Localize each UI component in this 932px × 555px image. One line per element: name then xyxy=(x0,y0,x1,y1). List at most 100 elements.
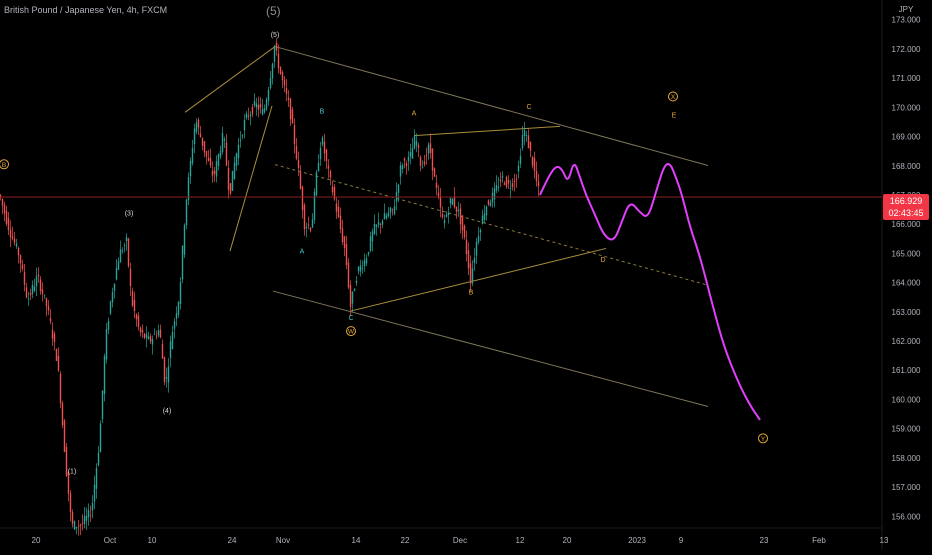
candle xyxy=(79,523,82,536)
candle xyxy=(65,443,68,477)
projection-path[interactable] xyxy=(539,163,761,421)
candle xyxy=(527,128,530,149)
candle xyxy=(165,367,168,388)
candle xyxy=(97,445,100,467)
candle xyxy=(127,237,130,269)
candle xyxy=(381,219,384,229)
candle xyxy=(447,206,450,224)
candle xyxy=(361,260,364,274)
trend-line[interactable] xyxy=(272,290,709,407)
candle xyxy=(283,75,286,92)
time-tick-label: 20 xyxy=(563,536,572,545)
wave-label: B xyxy=(320,109,325,116)
candle xyxy=(469,255,472,292)
candle xyxy=(229,182,232,196)
price-tick-label: 166.000 xyxy=(892,220,921,229)
candle xyxy=(363,253,366,272)
candle xyxy=(191,139,194,166)
price-tick-label: 171.000 xyxy=(892,74,921,83)
candle xyxy=(55,348,58,362)
candle xyxy=(321,135,324,147)
trend-line[interactable] xyxy=(229,105,273,252)
candle xyxy=(337,199,340,219)
candle xyxy=(453,187,456,209)
candle xyxy=(413,129,416,150)
candle xyxy=(199,125,202,138)
candle xyxy=(159,324,162,339)
candle xyxy=(179,277,182,310)
candle xyxy=(371,228,374,252)
trend-line[interactable] xyxy=(350,247,607,312)
candle xyxy=(307,216,310,230)
trend-line[interactable] xyxy=(413,125,561,137)
time-tick-label: 10 xyxy=(148,536,157,545)
candle xyxy=(343,235,346,257)
wave-label-circle xyxy=(346,326,356,337)
candle xyxy=(285,79,288,102)
candle xyxy=(339,207,342,234)
candle xyxy=(255,97,258,116)
wave-label: E xyxy=(672,112,677,119)
candle xyxy=(187,172,190,206)
symbol-legend[interactable]: British Pound / Japanese Yen, 4h, FXCM xyxy=(4,5,168,15)
candle xyxy=(75,526,78,535)
candle xyxy=(495,175,498,194)
time-axis[interactable]: 20 Oct 10 24 Nov 14 22 Dec 12 20 2023 9 23 Feb 13 xyxy=(32,536,889,545)
candle xyxy=(267,86,270,106)
candle xyxy=(123,242,126,253)
candle xyxy=(181,245,184,284)
price-axis[interactable]: 173.000 172.000 171.000 170.000 169.000 168.0… xyxy=(892,16,921,522)
candle xyxy=(271,62,274,85)
candle xyxy=(247,107,250,121)
candle xyxy=(153,328,156,335)
candle xyxy=(417,142,420,158)
trend-lines[interactable] xyxy=(184,46,709,407)
candle xyxy=(311,213,314,228)
candle xyxy=(205,150,208,165)
candle xyxy=(59,371,62,409)
candle xyxy=(31,280,34,299)
candle xyxy=(139,326,142,337)
candle xyxy=(515,174,518,188)
candle xyxy=(257,96,260,118)
candle xyxy=(391,208,394,216)
candle xyxy=(129,262,132,297)
trend-line[interactable] xyxy=(184,46,276,113)
candle xyxy=(117,257,120,271)
price-tick-label: 162.000 xyxy=(892,337,921,346)
candle xyxy=(33,278,36,293)
candle xyxy=(207,149,210,162)
wave-label: (5) xyxy=(271,32,280,39)
candle xyxy=(241,134,244,140)
time-tick-label: 14 xyxy=(352,536,361,545)
candle xyxy=(103,353,106,402)
candle xyxy=(269,71,272,90)
candle xyxy=(341,219,344,246)
candle xyxy=(43,294,46,299)
time-tick-label: 12 xyxy=(516,536,525,545)
candle xyxy=(213,166,216,183)
candle xyxy=(183,223,186,259)
candle xyxy=(53,331,56,351)
candle xyxy=(231,170,234,191)
candle xyxy=(427,142,430,160)
candle xyxy=(23,263,26,292)
wave-label: A xyxy=(300,249,305,256)
projection-line[interactable] xyxy=(539,163,761,421)
trend-line[interactable] xyxy=(274,164,709,286)
trend-line[interactable] xyxy=(274,46,709,166)
candle xyxy=(317,154,320,172)
candle xyxy=(91,495,94,519)
candle xyxy=(133,291,136,319)
candle xyxy=(319,141,322,166)
candle xyxy=(473,248,476,271)
wave-label-circle xyxy=(758,433,768,444)
candle xyxy=(27,291,30,306)
candle xyxy=(485,205,488,221)
candle xyxy=(109,300,112,316)
price-tick-label: 159.000 xyxy=(892,425,921,434)
candle xyxy=(277,44,280,74)
candle xyxy=(517,160,520,179)
